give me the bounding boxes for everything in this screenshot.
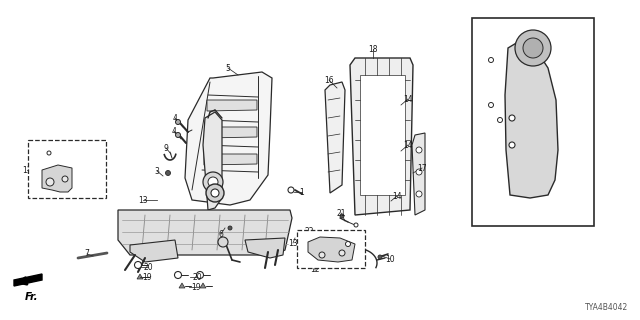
Text: 5: 5: [225, 63, 230, 73]
Circle shape: [166, 171, 170, 175]
Circle shape: [340, 214, 344, 218]
Text: 14: 14: [392, 191, 402, 201]
Circle shape: [62, 176, 68, 182]
Polygon shape: [360, 75, 405, 195]
Polygon shape: [203, 112, 222, 210]
Text: 20: 20: [143, 262, 153, 271]
Polygon shape: [204, 154, 257, 165]
Polygon shape: [14, 274, 42, 286]
Circle shape: [515, 30, 551, 66]
Text: 15: 15: [540, 218, 550, 227]
Text: 21: 21: [336, 209, 346, 218]
Circle shape: [319, 252, 325, 258]
Text: 14: 14: [403, 94, 413, 103]
Polygon shape: [118, 210, 292, 255]
Text: 16: 16: [324, 76, 334, 84]
Circle shape: [47, 151, 51, 155]
Text: 2: 2: [330, 257, 334, 266]
Text: 13: 13: [288, 238, 298, 247]
Circle shape: [378, 255, 382, 259]
Circle shape: [206, 184, 224, 202]
Text: 19: 19: [142, 273, 152, 282]
Circle shape: [416, 191, 422, 197]
Text: 14: 14: [403, 140, 413, 149]
Circle shape: [416, 147, 422, 153]
Polygon shape: [505, 42, 558, 198]
Text: 3: 3: [155, 166, 159, 175]
Circle shape: [228, 226, 232, 230]
Circle shape: [523, 38, 543, 58]
Text: 23: 23: [482, 100, 492, 108]
Polygon shape: [200, 283, 206, 288]
Polygon shape: [130, 240, 178, 262]
Circle shape: [288, 187, 294, 193]
Polygon shape: [412, 133, 425, 215]
FancyBboxPatch shape: [28, 140, 106, 198]
Text: 23: 23: [492, 116, 502, 124]
Circle shape: [509, 142, 515, 148]
Text: 17: 17: [417, 164, 427, 172]
Circle shape: [352, 257, 356, 261]
Polygon shape: [245, 238, 285, 258]
Polygon shape: [179, 283, 185, 288]
Circle shape: [346, 242, 351, 246]
Text: 20: 20: [192, 273, 202, 282]
Polygon shape: [205, 127, 257, 138]
Circle shape: [175, 271, 182, 278]
Polygon shape: [185, 72, 272, 205]
Text: 4: 4: [172, 126, 177, 135]
Text: 10: 10: [385, 254, 395, 263]
FancyBboxPatch shape: [472, 18, 594, 226]
Text: TYA4B4042: TYA4B4042: [585, 303, 628, 312]
Text: 1: 1: [300, 188, 305, 196]
Circle shape: [208, 177, 218, 187]
Text: 4: 4: [173, 114, 177, 123]
Circle shape: [46, 178, 54, 186]
Text: 23: 23: [59, 153, 69, 162]
Text: 7: 7: [84, 250, 90, 259]
Text: 9: 9: [164, 143, 168, 153]
Text: Fr.: Fr.: [25, 292, 39, 302]
Circle shape: [497, 117, 502, 123]
Text: 19: 19: [191, 283, 201, 292]
Polygon shape: [308, 237, 355, 262]
Text: 23: 23: [313, 236, 323, 245]
Text: 6: 6: [219, 229, 223, 238]
Circle shape: [203, 172, 223, 192]
Circle shape: [354, 223, 358, 227]
Polygon shape: [42, 165, 72, 192]
Polygon shape: [137, 274, 143, 279]
Text: 18: 18: [368, 44, 378, 53]
Polygon shape: [350, 58, 413, 215]
Text: 12: 12: [310, 266, 320, 275]
Circle shape: [196, 271, 204, 278]
Circle shape: [339, 250, 345, 256]
Text: 8: 8: [353, 257, 357, 266]
Circle shape: [416, 169, 422, 175]
Circle shape: [211, 189, 219, 197]
Text: 23: 23: [482, 54, 492, 63]
Text: 22: 22: [304, 227, 314, 236]
Polygon shape: [325, 82, 345, 193]
Text: 13: 13: [138, 196, 148, 204]
FancyBboxPatch shape: [297, 230, 365, 268]
Circle shape: [488, 58, 493, 62]
Text: 11: 11: [22, 165, 32, 174]
Polygon shape: [207, 100, 257, 111]
Circle shape: [134, 261, 141, 268]
Text: 22: 22: [51, 142, 61, 151]
Circle shape: [509, 115, 515, 121]
Circle shape: [218, 237, 228, 247]
Circle shape: [175, 119, 180, 124]
Circle shape: [175, 132, 180, 138]
Circle shape: [488, 102, 493, 108]
